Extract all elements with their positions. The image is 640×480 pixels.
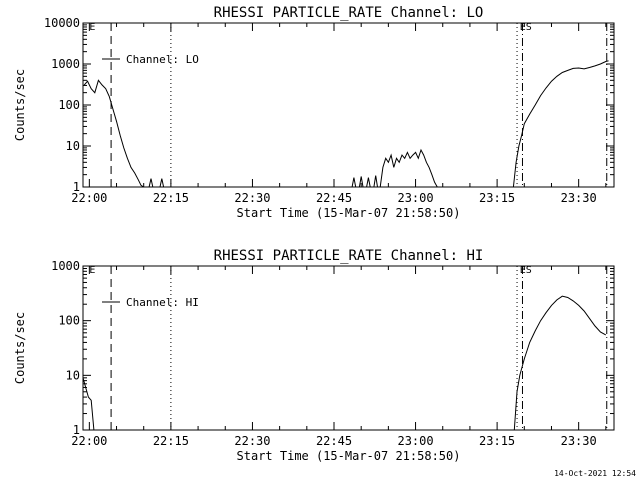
x-tick-label: 22:15: [153, 434, 189, 448]
event-flag-label: E: [89, 265, 95, 276]
series-line: [379, 148, 438, 188]
y-tick-label: 10: [66, 139, 80, 153]
plot-frame: [82, 265, 615, 431]
x-tick-label: 22:45: [316, 434, 352, 448]
x-axis-label: Start Time (15-Mar-07 21:58:50): [237, 206, 461, 220]
series-line: [82, 377, 95, 431]
x-tick-label: 23:15: [479, 191, 515, 205]
event-flag-label: ES: [520, 22, 532, 33]
y-axis-label: Counts/sec: [13, 69, 27, 141]
chart-panel-1: RHESSI PARTICLE_RATE Channel: LO Counts/s…: [13, 5, 615, 220]
x-tick-label: 22:30: [234, 434, 270, 448]
y-tick-label: 100: [58, 314, 80, 328]
x-tick-label: 22:15: [153, 191, 189, 205]
series-line: [366, 177, 371, 188]
y-tick-label: 1: [73, 180, 80, 194]
legend-label: Channel: LO: [126, 53, 199, 66]
series-line: [351, 177, 357, 188]
x-tick-label: 23:15: [479, 434, 515, 448]
chart-title: RHESSI PARTICLE_RATE Channel: LO: [214, 5, 484, 21]
x-tick-label: 22:30: [234, 191, 270, 205]
chart-title: RHESSI PARTICLE_RATE Channel: HI: [214, 248, 484, 264]
series-line: [512, 60, 609, 188]
series-line: [358, 176, 364, 188]
series-line: [159, 178, 165, 188]
series-line: [513, 295, 607, 431]
event-flag-label: ES: [520, 265, 532, 276]
x-tick-label: 22:00: [71, 191, 107, 205]
legend-label: Channel: HI: [126, 296, 199, 309]
x-tick-label: 23:30: [561, 191, 597, 205]
x-tick-label: 22:00: [71, 434, 107, 448]
series-line: [148, 178, 154, 188]
event-flag-label: E: [89, 22, 95, 33]
x-tick-label: 23:00: [397, 191, 433, 205]
y-tick-label: 10: [66, 368, 80, 382]
footer-timestamp: 14-Oct-2021 12:54: [554, 469, 636, 478]
x-axis-label: Start Time (15-Mar-07 21:58:50): [237, 449, 461, 463]
x-tick-label: 23:30: [561, 434, 597, 448]
y-tick-label: 1: [73, 423, 80, 437]
plot-frame: [82, 22, 615, 188]
chart-panel-2: RHESSI PARTICLE_RATE Channel: HI Counts/s…: [13, 248, 615, 463]
y-tick-label: 10000: [44, 16, 80, 30]
series-line: [373, 175, 378, 188]
series-line: [83, 79, 144, 188]
x-tick-label: 23:00: [397, 434, 433, 448]
y-tick-label: 100: [58, 98, 80, 112]
y-tick-label: 1000: [51, 57, 80, 71]
y-tick-label: 1000: [51, 259, 80, 273]
x-tick-label: 22:45: [316, 191, 352, 205]
y-axis-label: Counts/sec: [13, 312, 27, 384]
